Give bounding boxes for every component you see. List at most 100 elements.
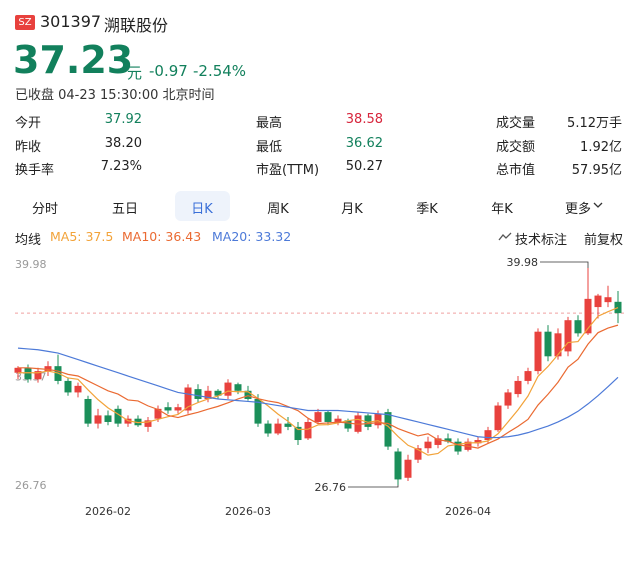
change: -0.97 [149,62,188,80]
stat-label: 总市值 [496,163,536,178]
candle-body [404,459,412,478]
y-tick-label: 39.98 [15,258,47,271]
candle-body [204,390,212,399]
chevron [593,202,603,208]
candle-body [154,408,162,419]
candle-body [584,298,592,334]
stat-value: 5.12万手 [567,116,622,131]
candle-body [524,371,532,381]
candle-body [284,423,292,427]
candle-body [134,418,142,426]
candle-body [354,415,362,432]
candle-body [104,415,112,422]
candle-body [454,441,462,452]
tech-button[interactable]: 技术标注 [515,233,568,248]
market-badge: SZ [15,15,35,30]
candle-body [594,295,602,308]
candle-body [534,331,542,372]
candle-body [34,371,42,380]
stat-value: 57.95亿 [571,163,622,178]
candle-body [434,438,442,445]
stat-value: 36.62 [345,136,383,151]
ma-line [18,324,619,449]
status: 已收盘 04-23 15:30:00 北京时间 [15,88,215,103]
min-leader [348,485,399,488]
candle-body [484,430,492,441]
candle-body [384,412,392,447]
stat-label: 市盈(TTM) [256,163,320,178]
ma-label: 均线 [15,233,42,248]
candle-body [64,380,72,393]
max-label: 39.98 [507,256,539,269]
candle-body [84,398,92,424]
candle-body [604,297,612,303]
candle-body [334,418,342,422]
x-tick-label: 2026-03 [225,505,271,518]
tab[interactable]: 周K [267,202,289,217]
stock-code: 301397 [40,12,102,31]
candle-body [374,413,382,426]
stat-value: 50.27 [345,159,383,174]
candle-body [394,451,402,480]
candle-body [44,366,52,372]
candle-body [114,408,122,424]
candle-body [234,384,242,391]
stat-label: 今开 [15,116,42,131]
candle-body [184,387,192,411]
x-tick-label: 2026-02 [85,505,131,518]
adjust-button[interactable]: 前复权 [584,233,624,248]
tab-highlight [175,191,230,221]
x-tick-label: 2026-04 [445,505,491,518]
tab[interactable]: 年K [491,202,513,217]
candle-body [364,415,372,427]
candle-body [24,367,32,380]
candle-body [194,389,202,399]
stat-label: 昨收 [15,140,42,155]
candle-body [94,415,102,424]
candle-body [544,331,552,357]
candle-body [304,421,312,439]
y-tick-label: 26.76 [15,479,47,492]
candle-body [264,423,272,434]
price-unit: 元 [127,64,143,82]
stat-label: 最低 [256,140,283,155]
tab[interactable]: 日K [191,202,213,217]
candle-body [494,405,502,431]
ma-legend: MA20: 33.32 [212,229,292,244]
candle-body [444,438,452,442]
stat-value: 1.92亿 [580,140,622,155]
candle-body [74,385,82,393]
candle-body [574,320,582,334]
candle-body [254,398,262,424]
candle-body [144,420,152,427]
candle-body [174,407,182,411]
candle-body [344,420,352,429]
stat-label: 换手率 [15,163,55,178]
candle-body [244,390,252,399]
tab[interactable]: 分时 [31,202,58,217]
tech-icon [498,232,512,241]
candle-body [314,412,322,422]
candle-body [614,301,622,314]
change-pct: -2.54% [193,62,247,80]
candle-body [214,390,222,396]
candle-body [514,380,522,395]
stat-value: 7.23% [100,159,142,174]
price: 37.23 [13,38,134,82]
stat-label: 成交量 [496,116,536,131]
stat-label: 最高 [256,116,283,131]
stat-label: 成交额 [496,140,536,155]
candle-body [564,320,572,352]
candle-body [554,333,562,357]
stock-name: 溯联股份 [104,16,169,35]
tab[interactable]: 季K [416,202,438,217]
stat-value: 37.92 [104,112,142,127]
tab[interactable]: 五日 [111,202,138,217]
tab[interactable]: 更多 [564,202,591,217]
candle-body [474,440,482,444]
tab[interactable]: 月K [341,202,363,217]
candle-body [164,407,172,411]
candle-body [14,367,22,373]
stat-value: 38.20 [104,136,142,151]
